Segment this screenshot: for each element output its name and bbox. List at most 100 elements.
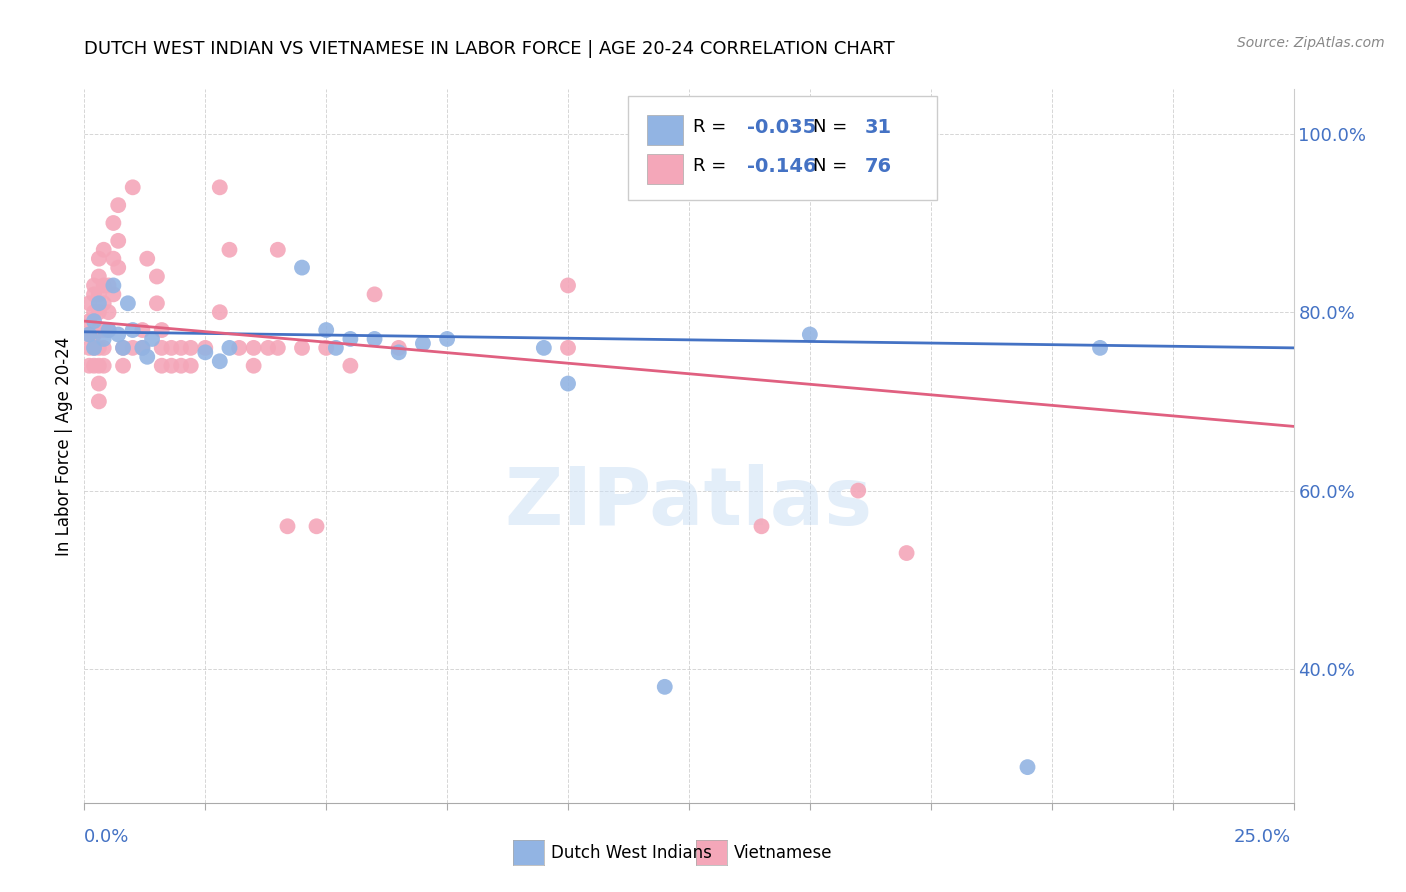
Point xyxy=(388,341,411,355)
Point xyxy=(363,332,385,346)
Point xyxy=(315,341,337,355)
Point xyxy=(557,376,579,391)
Point xyxy=(412,336,434,351)
Point xyxy=(87,269,110,284)
Point xyxy=(103,278,125,293)
Point xyxy=(846,483,869,498)
FancyBboxPatch shape xyxy=(647,153,683,184)
Point xyxy=(87,287,110,301)
Point xyxy=(150,341,173,355)
Point xyxy=(87,252,110,266)
Point xyxy=(93,359,115,373)
Text: N =: N = xyxy=(814,157,853,175)
Point xyxy=(436,332,458,346)
Point xyxy=(93,243,115,257)
Point xyxy=(87,305,110,319)
Point xyxy=(388,345,411,359)
Point xyxy=(93,296,115,310)
Point xyxy=(325,341,347,355)
Point xyxy=(315,323,337,337)
Point xyxy=(160,359,183,373)
Point xyxy=(242,359,264,373)
Text: Source: ZipAtlas.com: Source: ZipAtlas.com xyxy=(1237,36,1385,50)
Point xyxy=(87,376,110,391)
Point xyxy=(242,341,264,355)
Point xyxy=(180,341,202,355)
Point xyxy=(291,260,314,275)
Point xyxy=(267,243,290,257)
Point xyxy=(799,327,821,342)
Point xyxy=(363,287,385,301)
Text: 76: 76 xyxy=(865,157,891,176)
Point xyxy=(121,180,143,194)
Text: 31: 31 xyxy=(865,118,891,136)
Point xyxy=(267,341,290,355)
Point xyxy=(121,341,143,355)
Y-axis label: In Labor Force | Age 20-24: In Labor Force | Age 20-24 xyxy=(55,336,73,556)
Text: -0.035: -0.035 xyxy=(747,118,817,136)
Point xyxy=(112,341,135,355)
Text: ZIPatlas: ZIPatlas xyxy=(505,464,873,542)
Point xyxy=(1017,760,1039,774)
Point xyxy=(87,323,110,337)
Text: -0.146: -0.146 xyxy=(747,157,817,176)
Point xyxy=(97,323,120,337)
Point xyxy=(150,359,173,373)
Point xyxy=(228,341,250,355)
Point xyxy=(557,278,579,293)
Text: R =: R = xyxy=(693,118,731,136)
Point xyxy=(276,519,298,533)
Point xyxy=(107,260,129,275)
Point xyxy=(112,341,135,355)
Text: □: □ xyxy=(520,839,541,859)
Point xyxy=(87,394,110,409)
Point xyxy=(751,519,773,533)
Point xyxy=(83,341,105,355)
Text: Vietnamese: Vietnamese xyxy=(734,844,832,862)
Point xyxy=(218,243,240,257)
Point xyxy=(1088,341,1111,355)
Point xyxy=(87,341,110,355)
Point xyxy=(83,305,105,319)
Point xyxy=(93,278,115,293)
Point xyxy=(97,278,120,293)
FancyBboxPatch shape xyxy=(647,114,683,145)
Point xyxy=(180,359,202,373)
Point xyxy=(83,278,105,293)
Point xyxy=(107,234,129,248)
Point xyxy=(131,323,153,337)
Point xyxy=(305,519,328,533)
Point xyxy=(107,327,129,342)
Point xyxy=(77,359,100,373)
Point xyxy=(533,341,555,355)
Point xyxy=(83,359,105,373)
Point xyxy=(93,332,115,346)
Point xyxy=(93,341,115,355)
Point xyxy=(97,305,120,319)
Point xyxy=(208,305,231,319)
Point xyxy=(339,359,361,373)
Point xyxy=(141,332,163,346)
Text: N =: N = xyxy=(814,118,853,136)
Point xyxy=(146,269,169,284)
Point xyxy=(257,341,280,355)
Point xyxy=(112,359,135,373)
Point xyxy=(194,345,217,359)
Point xyxy=(93,323,115,337)
Point xyxy=(97,323,120,337)
Point xyxy=(194,341,217,355)
Point xyxy=(170,341,193,355)
Point xyxy=(83,287,105,301)
Point xyxy=(107,198,129,212)
Point xyxy=(150,323,173,337)
Point xyxy=(131,341,153,355)
Text: Dutch West Indians: Dutch West Indians xyxy=(551,844,711,862)
Point xyxy=(136,350,159,364)
Point xyxy=(77,341,100,355)
Point xyxy=(131,341,153,355)
Point xyxy=(654,680,676,694)
Point xyxy=(291,341,314,355)
Point xyxy=(103,287,125,301)
Point xyxy=(170,359,193,373)
Point xyxy=(339,332,361,346)
